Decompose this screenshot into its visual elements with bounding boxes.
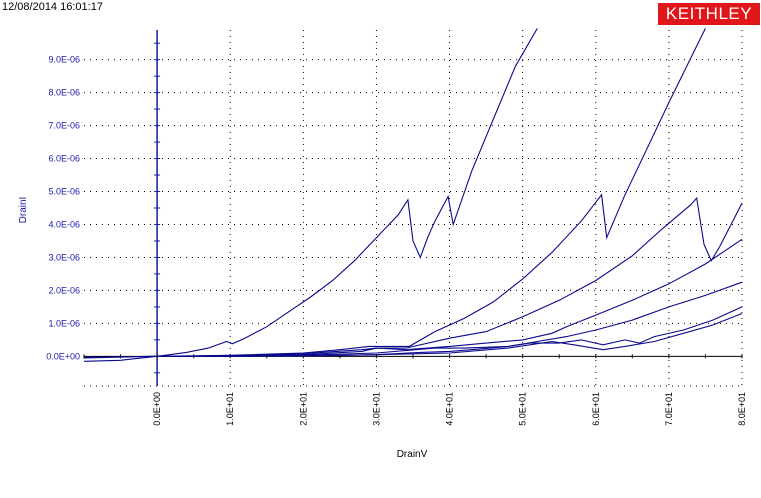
y-tick-label: 3.0E-06 [48,252,80,262]
y-tick-label: 1.0E-06 [48,318,80,328]
series-line-5 [157,281,743,357]
axes [83,30,743,386]
x-tick-label: 1.0E+01 [225,392,235,426]
y-tick-label: 0.0E+00 [46,351,80,361]
grid [84,30,743,387]
x-axis-label: DrainV [397,449,428,460]
y-tick-label: 5.0E-06 [48,187,80,197]
y-tick-label: 7.0E-06 [48,121,80,131]
x-tick-label: 2.0E+01 [298,392,308,426]
y-axis-label: DrainI [18,197,29,224]
series-line-2 [83,28,706,359]
series-line-7 [157,312,743,357]
timestamp: 12/08/2014 16:01:17 [2,1,103,13]
x-tick-label: 3.0E+01 [371,392,381,426]
series-line-4 [157,238,743,357]
series-line-3 [83,196,743,358]
y-tick-label: 2.0E-06 [48,285,80,295]
y-tick-label: 4.0E-06 [48,219,80,229]
y-tick-label: 8.0E-06 [48,88,80,98]
x-tick-label: 7.0E+01 [664,392,674,426]
tick-labels: 0.0E+00 1.0E-06 2.0E-06 3.0E-06 4.0E-06 5.0E-… [46,55,747,426]
y-tick-label: 9.0E-06 [48,55,80,65]
x-tick-label: 0.0E+00 [152,392,162,426]
x-tick-label: 8.0E+01 [737,392,747,426]
x-tick-label: 5.0E+01 [518,392,528,426]
x-tick-label: 4.0E+01 [445,392,455,426]
keithley-logo: KEITHLEY [658,3,760,25]
y-tick-label: 6.0E-06 [48,154,80,164]
series-group [83,28,743,362]
series-line-1 [83,28,538,362]
x-tick-label: 6.0E+01 [591,392,601,426]
